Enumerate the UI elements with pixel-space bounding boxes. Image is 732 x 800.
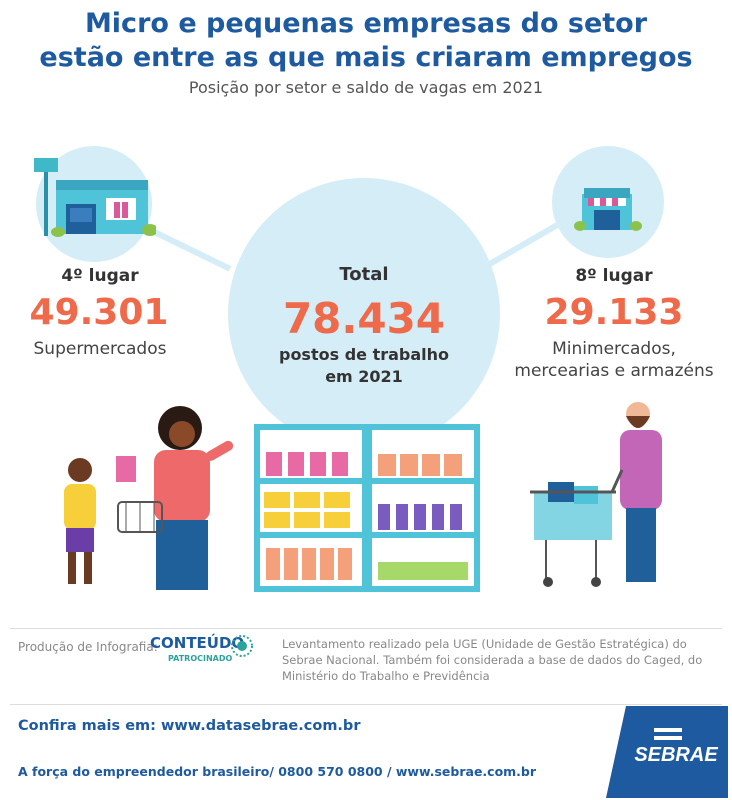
page-subtitle: Posição por setor e saldo de vagas em 20… bbox=[188, 78, 544, 97]
supermarket-store-icon bbox=[34, 158, 156, 237]
total-label: Total bbox=[339, 264, 389, 285]
shoppers-illustration bbox=[64, 406, 234, 590]
supermarket-value: 49.301 bbox=[29, 292, 169, 333]
small-shop-icon bbox=[574, 188, 642, 231]
minimarket-sector-line1: Minimercados, bbox=[552, 339, 676, 359]
minimarket-value: 29.133 bbox=[544, 292, 684, 333]
supermarket-sector: Supermercados bbox=[33, 339, 167, 359]
connector-right bbox=[486, 220, 563, 268]
footer-divider-top bbox=[10, 628, 722, 629]
logo-sub-text: PATROCINADO bbox=[168, 654, 233, 663]
production-label: Produção de Infografia: bbox=[18, 640, 158, 654]
total-desc-line2: em 2021 bbox=[325, 367, 403, 386]
minimarket-sector: Minimercados, mercearias e armazéns bbox=[506, 338, 722, 382]
page-title-line2: estão entre as que mais criaram empregos bbox=[39, 42, 693, 73]
minimarket-rank: 8º lugar bbox=[575, 266, 653, 286]
supermarket-rank: 4º lugar bbox=[61, 266, 139, 286]
total-circle bbox=[228, 178, 500, 450]
sebrae-logo bbox=[606, 706, 728, 798]
sebrae-brand-text: SEBRAE bbox=[634, 744, 718, 766]
minimarket-sector-line2: mercearias e armazéns bbox=[514, 361, 714, 381]
tagline: A força do empreendedor brasileiro/ 0800… bbox=[18, 764, 537, 779]
total-value: 78.434 bbox=[282, 294, 446, 343]
page-title-line1: Micro e pequenas empresas do setor bbox=[84, 8, 648, 39]
conteudo-patrocinado-logo: CONTEÚDO PATROCINADO bbox=[150, 632, 260, 664]
source-text: Levantamento realizado pela UGE (Unidade… bbox=[282, 637, 703, 683]
confira-link[interactable]: Confira mais em: www.datasebrae.com.br bbox=[18, 718, 361, 734]
total-desc-line1: postos de trabalho bbox=[278, 345, 450, 364]
footer-divider-bottom bbox=[10, 704, 722, 705]
shelf-illustration bbox=[254, 424, 480, 592]
man-with-cart-illustration bbox=[530, 402, 662, 587]
logo-main-text: CONTEÚDO bbox=[150, 634, 245, 652]
total-description: postos de trabalho em 2021 bbox=[268, 344, 460, 388]
sun-icon bbox=[231, 635, 253, 657]
